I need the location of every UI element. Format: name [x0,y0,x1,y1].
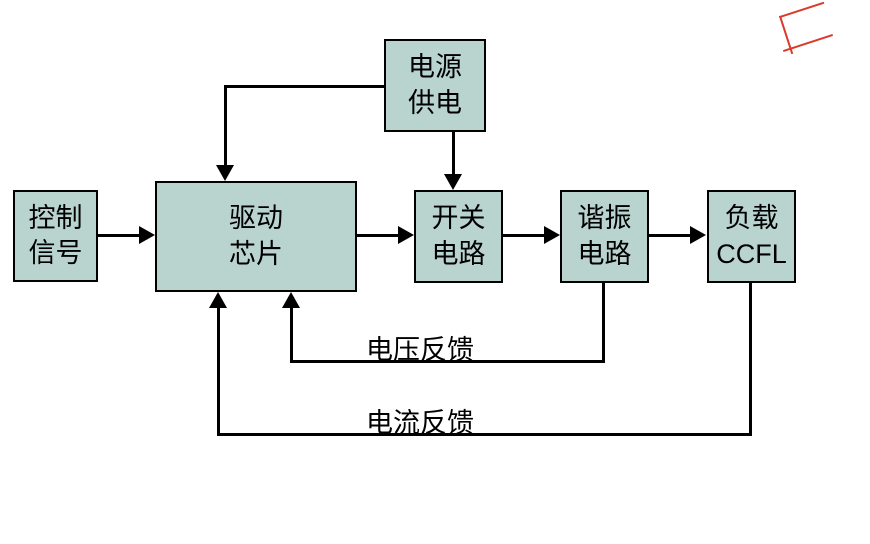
arrow-up-current-fb [209,292,227,308]
edge-power-switch [452,132,455,176]
node-control: 控制信号 [13,190,98,282]
label-voltage-feedback: 电压反馈 [366,328,474,367]
arrow-power-driver [216,165,234,181]
node-power: 电源供电 [384,39,486,132]
edge-current-fb-h [217,433,752,436]
edge-switch-resonant [503,234,545,237]
edge-resonant-load [649,234,691,237]
arrow-power-switch [444,174,462,190]
arrow-control-driver [139,226,155,244]
edge-power-driver-h [224,85,384,88]
arrow-up-voltage-fb [282,292,300,308]
node-resonant-label: 谐振电路 [578,201,632,271]
edge-power-driver-v [224,85,227,167]
node-power-label: 电源供电 [408,50,462,120]
arrow-resonant-load [690,226,706,244]
edge-voltage-fb-v2 [290,306,293,363]
red-mark [779,2,836,55]
node-driver: 驱动芯片 [155,181,357,292]
arrow-driver-switch [398,226,414,244]
node-load: 负载CCFL [707,190,796,283]
node-driver-label: 驱动芯片 [229,201,283,271]
edge-voltage-fb-v1 [602,283,605,363]
node-load-label: 负载CCFL [716,201,787,271]
node-control-label: 控制信号 [29,201,83,271]
arrow-switch-resonant [544,226,560,244]
edge-current-fb-v2 [217,306,220,436]
node-resonant: 谐振电路 [560,190,649,283]
label-current-feedback: 电流反馈 [366,401,474,440]
node-switch-label: 开关电路 [432,201,486,271]
edge-driver-switch [357,234,399,237]
edge-current-fb-v1 [749,283,752,436]
node-switch: 开关电路 [414,190,503,283]
edge-control-driver [98,234,140,237]
